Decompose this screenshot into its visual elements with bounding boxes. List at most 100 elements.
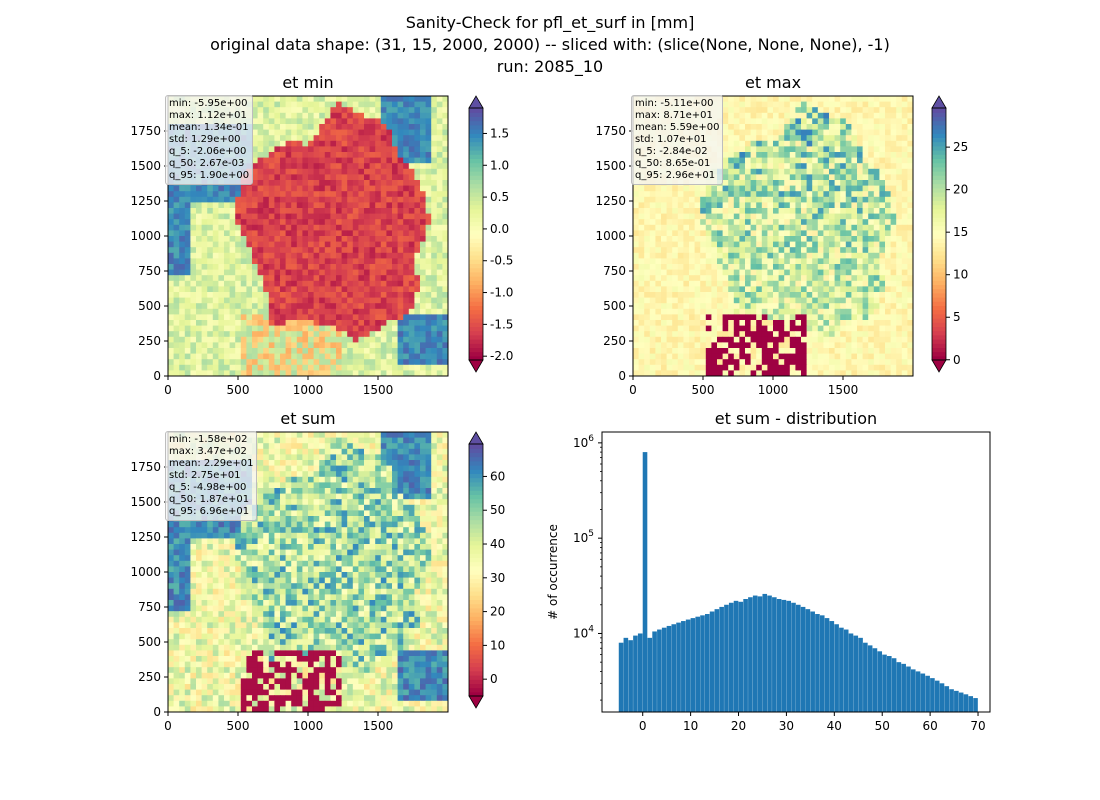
et_sum-xtick-label: 0 <box>164 719 172 733</box>
histogram-bar <box>891 658 897 712</box>
histogram-bar <box>858 637 863 712</box>
histogram-bar <box>906 666 911 712</box>
et_max-title: et max <box>745 73 801 92</box>
histogram-bar <box>896 662 902 712</box>
histogram-bar <box>695 616 700 712</box>
et_min-title: et min <box>282 73 333 92</box>
et_min-colorbar-tick-label: -1.0 <box>490 286 513 300</box>
histogram-bar <box>628 640 633 712</box>
et_max-colorbar-tick-label: 25 <box>953 140 968 154</box>
et_max-ytick-label: 500 <box>603 299 626 313</box>
histogram-bar <box>910 669 916 712</box>
et_min-ytick-label: 750 <box>138 264 161 278</box>
histogram-bar <box>882 654 887 712</box>
et_max-ytick-label: 750 <box>603 264 626 278</box>
et_max-colorbar-tick-label: 0 <box>953 353 961 367</box>
et_min-xtick-label: 1000 <box>293 383 324 397</box>
histogram-bar <box>704 614 710 712</box>
stats-line: q_95: 2.96e+01 <box>635 170 716 181</box>
histogram-bar <box>681 621 686 712</box>
histogram-bar <box>652 631 657 712</box>
et_max-ytick-label: 250 <box>603 334 626 348</box>
stats-line: std: 2.75e+01 <box>169 470 241 481</box>
stats-line: q_95: 6.96e+01 <box>169 506 250 517</box>
histogram-bar <box>733 600 739 712</box>
histogram-title: et sum - distribution <box>715 409 877 428</box>
stats-line: q_50: 2.67e-03 <box>169 158 245 169</box>
histogram-bar <box>973 698 978 712</box>
histogram-bar <box>819 615 825 712</box>
et_sum-colorbar-tick-label: 20 <box>490 605 505 619</box>
et_min-colorbar-tick-label: 1.0 <box>490 158 509 172</box>
histogram-bar <box>944 686 950 712</box>
stats-box-et-min: min: -5.95e+00 max: 1.12e+01 mean: 1.34e-0… <box>165 95 254 185</box>
histogram-ytick-label: 106 <box>573 434 594 450</box>
et_min-colorbar-tick-label: 0.5 <box>490 190 509 204</box>
histogram-bar <box>839 627 844 712</box>
histogram-bar <box>748 597 753 712</box>
histogram-bar <box>958 692 964 712</box>
stats-line: q_50: 8.65e-01 <box>635 158 711 169</box>
histogram-bar <box>800 606 806 712</box>
histogram-bar <box>954 690 959 712</box>
histogram-bar <box>647 637 653 712</box>
histogram-bar <box>887 656 892 712</box>
histogram-bar <box>728 602 734 712</box>
histogram-bar <box>843 629 849 712</box>
et_min-colorbar-tick-label: -2.0 <box>490 349 513 363</box>
stats-line: std: 1.29e+00 <box>169 134 241 145</box>
stats-line: std: 1.07e+01 <box>635 134 707 145</box>
et_max-xtick-label: 1000 <box>758 383 789 397</box>
histogram-ytick-label: 105 <box>573 529 594 545</box>
histogram-xtick-label: 50 <box>875 719 890 733</box>
histogram-bar <box>968 696 974 712</box>
stats-line: mean: 2.29e+01 <box>169 458 254 469</box>
histogram-bar <box>796 604 801 712</box>
et_max-xtick-label: 1500 <box>828 383 859 397</box>
histogram-bar <box>915 671 921 712</box>
histogram-xtick-label: 0 <box>639 719 647 733</box>
et_sum-ytick-label: 1000 <box>130 565 161 579</box>
et_sum-title: et sum <box>280 409 335 428</box>
histogram-bar <box>767 595 772 712</box>
histogram-bar <box>901 663 906 712</box>
et_min-colorbar-tick-label: 1.5 <box>490 126 509 140</box>
histogram-bar <box>676 622 681 712</box>
figure-title-line3: run: 2085_10 <box>496 57 604 76</box>
histogram-bar <box>925 675 930 712</box>
et_min-ytick-label: 500 <box>138 299 161 313</box>
et_sum-colorbar <box>469 444 483 697</box>
histogram-bar <box>963 694 969 712</box>
histogram-bar <box>762 593 768 712</box>
et_sum-ytick-label: 500 <box>138 635 161 649</box>
et_min-xtick-label: 0 <box>164 383 172 397</box>
et_sum-ytick-label: 250 <box>138 670 161 684</box>
histogram-bar <box>757 596 763 712</box>
histogram-bar <box>829 621 835 712</box>
histogram-bar <box>949 689 954 712</box>
et_sum-colorbar-tick-label: 60 <box>490 469 505 483</box>
histogram-bar <box>791 602 796 712</box>
et_max-colorbar-extend-max <box>931 95 947 109</box>
et_sum-ytick-label: 750 <box>138 600 161 614</box>
histogram-bar <box>920 673 926 712</box>
et_max-colorbar-tick-label: 5 <box>953 310 961 324</box>
histogram-bar <box>637 633 643 712</box>
histogram-bar <box>776 599 782 712</box>
et_min-ytick-label: 0 <box>153 369 161 383</box>
et_max-xtick-label: 0 <box>629 383 637 397</box>
et_sum-heatmap <box>168 432 449 713</box>
et_sum-colorbar-tick-label: 30 <box>490 571 505 585</box>
et_max-ytick-label: 1500 <box>595 159 626 173</box>
et_min-colorbar-frame <box>468 107 484 361</box>
et_min-xtick-label: 500 <box>227 383 250 397</box>
et_sum-colorbar-tick-label: 50 <box>490 503 505 517</box>
stats-line: min: -1.58e+02 <box>169 434 248 445</box>
histogram-ylabel: # of occurrence <box>546 524 560 620</box>
et_max-xtick-label: 500 <box>692 383 715 397</box>
et_sum-ytick-label: 1250 <box>130 530 161 544</box>
figure-title-line1: Sanity-Check for pfl_et_surf in [mm] <box>405 13 695 32</box>
et_max-colorbar-tick-label: 10 <box>953 268 968 282</box>
et_sum-colorbar-tick-label: 40 <box>490 537 505 551</box>
et_min-ytick-label: 250 <box>138 334 161 348</box>
